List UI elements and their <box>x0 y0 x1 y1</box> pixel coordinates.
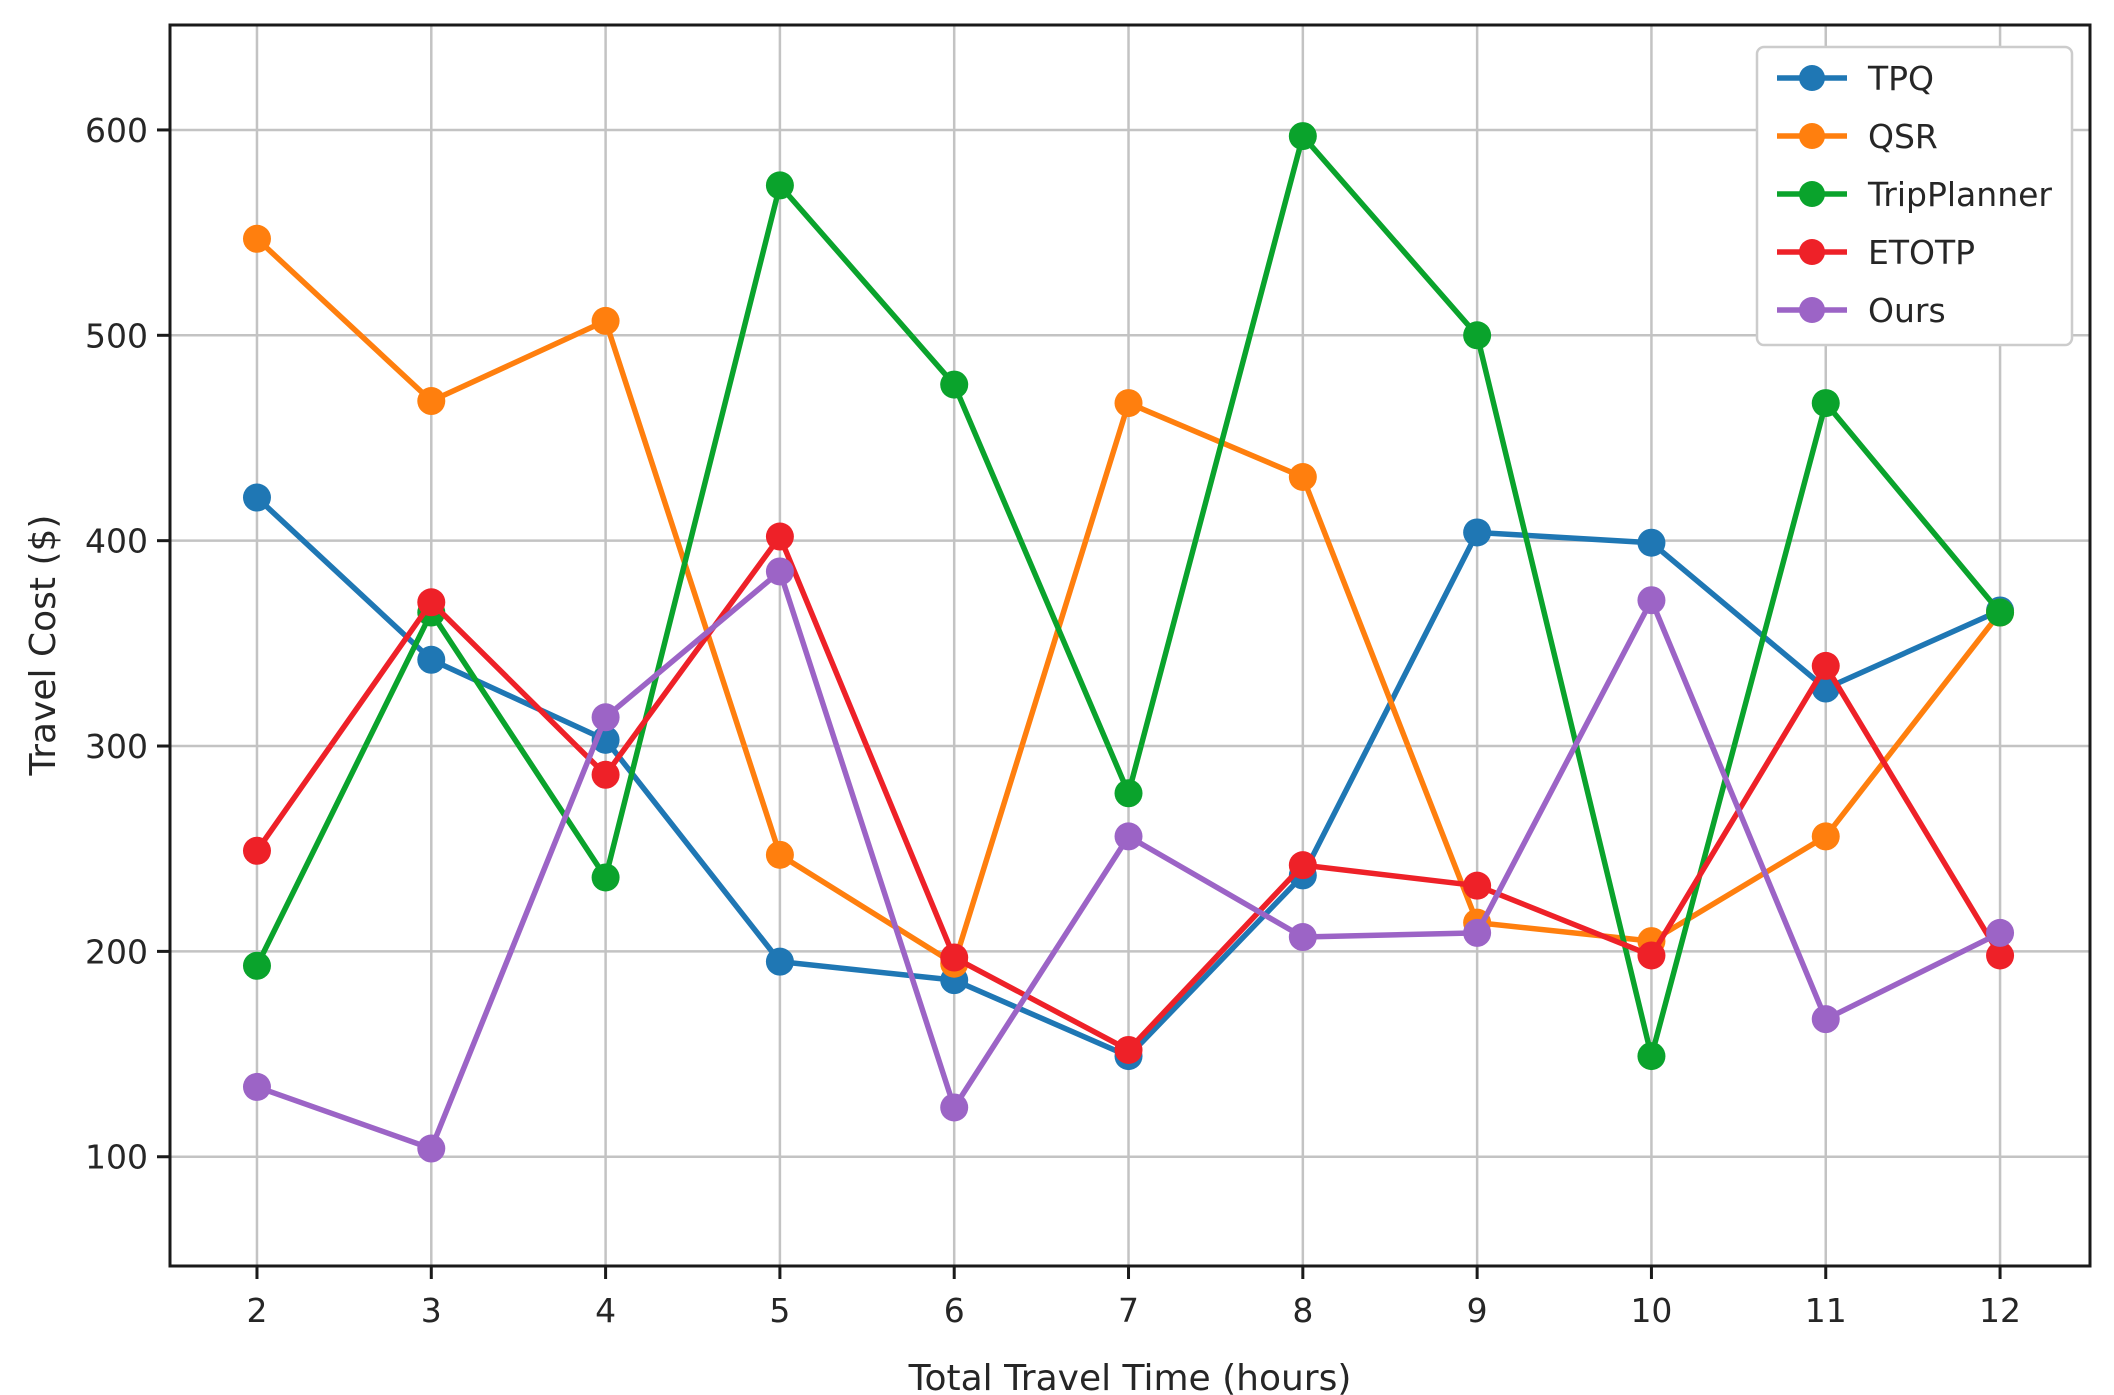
x-axis-label: Total Travel Time (hours) <box>908 1358 1352 1395</box>
data-point-qsr <box>417 387 446 416</box>
y-tick-label: 400 <box>85 522 148 561</box>
data-point-tripplanner <box>1463 321 1492 350</box>
legend-item-ours: Ours <box>1777 291 1946 330</box>
data-point-tpq <box>242 483 271 512</box>
data-point-tpq <box>1463 518 1492 547</box>
data-point-qsr <box>1288 463 1317 492</box>
x-tick-label: 2 <box>246 1291 267 1330</box>
y-tick-label: 500 <box>85 316 148 355</box>
legend-label: TPQ <box>1867 59 1934 98</box>
data-point-tripplanner <box>940 370 969 399</box>
x-tick-label: 12 <box>1979 1291 2021 1330</box>
x-tick-label: 8 <box>1292 1291 1313 1330</box>
legend-item-etotp: ETOTP <box>1777 233 1975 272</box>
data-point-ours <box>242 1072 271 1101</box>
data-point-etotp <box>591 760 620 789</box>
data-point-tripplanner <box>1637 1042 1666 1071</box>
data-point-ours <box>1986 918 2015 947</box>
data-point-tpq <box>765 947 794 976</box>
data-point-tpq <box>417 645 446 674</box>
legend-marker-dot <box>1799 239 1825 265</box>
x-tick-label: 7 <box>1118 1291 1139 1330</box>
y-tick-label: 600 <box>85 111 148 150</box>
data-point-etotp <box>1288 851 1317 880</box>
x-tick-label: 10 <box>1630 1291 1672 1330</box>
data-point-ours <box>1811 1005 1840 1034</box>
data-point-ours <box>940 1093 969 1122</box>
y-tick-label: 100 <box>85 1138 148 1177</box>
x-tick-label: 5 <box>769 1291 790 1330</box>
data-point-tpq <box>1637 528 1666 557</box>
legend-label: QSR <box>1868 117 1938 156</box>
legend-item-qsr: QSR <box>1777 117 1938 156</box>
legend-box <box>1755 45 2074 347</box>
data-point-tripplanner <box>765 171 794 200</box>
data-point-ours <box>417 1134 446 1163</box>
legend-label: TripPlanner <box>1867 175 2052 214</box>
data-point-etotp <box>1986 941 2015 970</box>
x-tick-label: 4 <box>595 1291 616 1330</box>
data-point-qsr <box>591 306 620 335</box>
data-point-ours <box>1637 586 1666 615</box>
data-point-qsr <box>765 840 794 869</box>
data-point-tripplanner <box>1288 122 1317 151</box>
data-point-etotp <box>1637 941 1666 970</box>
data-point-ours <box>1114 822 1143 851</box>
data-point-etotp <box>417 588 446 617</box>
data-point-qsr <box>242 224 271 253</box>
x-tick-label: 11 <box>1805 1291 1847 1330</box>
data-point-tripplanner <box>591 863 620 892</box>
y-tick-label: 300 <box>85 727 148 766</box>
data-point-tripplanner <box>242 951 271 980</box>
series-layer <box>242 122 2015 1163</box>
data-point-etotp <box>765 522 794 551</box>
data-point-qsr <box>1114 389 1143 418</box>
data-point-tripplanner <box>1114 779 1143 808</box>
y-axis-label: Travel Cost ($) <box>23 515 64 777</box>
data-point-ours <box>765 557 794 586</box>
axes-layer: 100 200 300 400 500 600 2 3 4 5 6 7 8 9 10 11 12 <box>85 23 2092 1330</box>
data-point-tripplanner <box>1811 389 1840 418</box>
data-point-etotp <box>1463 871 1492 900</box>
legend-marker-dot <box>1799 297 1825 323</box>
legend-item-tripplanner: TripPlanner <box>1777 175 2052 214</box>
legend-item-tpq: TPQ <box>1777 59 1934 98</box>
y-tick-label: 200 <box>85 932 148 971</box>
data-point-etotp <box>940 943 969 972</box>
legend-label: Ours <box>1868 291 1946 330</box>
legend-marker-dot <box>1799 123 1825 149</box>
data-point-etotp <box>242 836 271 865</box>
data-point-etotp <box>1114 1035 1143 1064</box>
legend-marker-dot <box>1799 181 1825 207</box>
data-point-tripplanner <box>1986 598 2015 627</box>
data-point-etotp <box>1811 651 1840 680</box>
legend-marker-dot <box>1799 65 1825 91</box>
x-tick-label: 6 <box>944 1291 965 1330</box>
data-point-qsr <box>1811 822 1840 851</box>
legend-label: ETOTP <box>1868 233 1975 272</box>
data-point-ours <box>591 703 620 732</box>
legend: TPQ QSR TripPlanner ETOTP Ours <box>1755 45 2074 347</box>
x-tick-label: 3 <box>421 1291 442 1330</box>
x-tick-label: 9 <box>1467 1291 1488 1330</box>
data-point-ours <box>1288 923 1317 952</box>
data-point-ours <box>1463 918 1492 947</box>
